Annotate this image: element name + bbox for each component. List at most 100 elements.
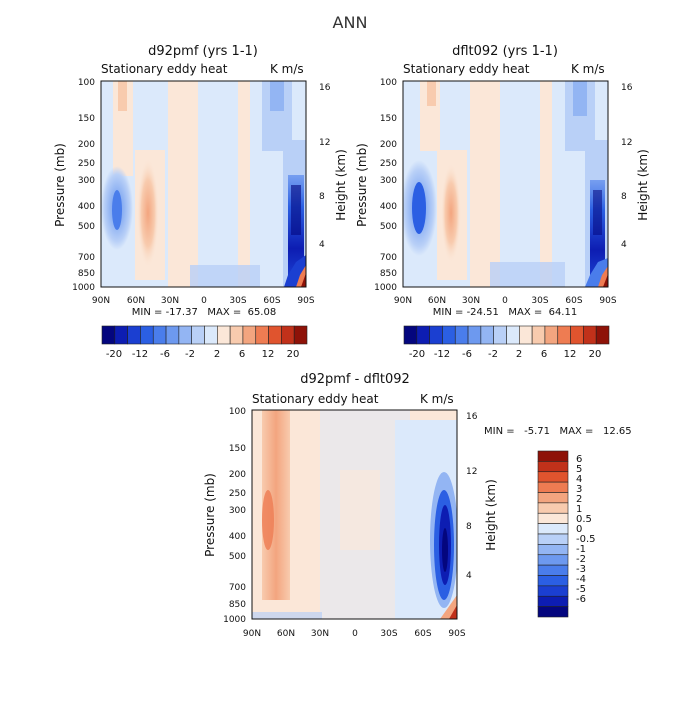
colorbar-label: 1	[576, 504, 582, 515]
x-tick: 90S	[599, 296, 616, 306]
y-tick-right: 4	[621, 240, 627, 250]
panel-3-title: d92pmf - dflt092	[300, 372, 410, 387]
y-tick: 300	[78, 176, 95, 186]
colorbar-label: -6	[576, 594, 586, 605]
panel-1-field	[100, 80, 307, 288]
colorbar-swatch	[493, 325, 507, 345]
colorbar-swatch	[152, 325, 167, 345]
panel-2-colorbar	[403, 325, 610, 345]
x-tick: 60N	[428, 296, 446, 306]
colorbar-swatch	[114, 325, 128, 345]
colorbar-label: -12	[132, 349, 148, 360]
colorbar-label: -2	[185, 349, 195, 360]
x-tick: 90S	[297, 296, 314, 306]
x-tick: 0	[201, 296, 207, 306]
panel-2-subtitle-right: K m/s	[571, 62, 605, 76]
y-axis-label: Pressure (mb)	[203, 473, 217, 557]
colorbar-swatch	[537, 544, 569, 556]
colorbar-swatch	[255, 325, 269, 345]
colorbar-swatch	[178, 325, 192, 345]
y-tick: 250	[78, 159, 95, 169]
x-tick: 30N	[311, 629, 329, 639]
colorbar-swatch	[281, 325, 295, 345]
x-tick: 90N	[243, 629, 261, 639]
y-tick: 100	[380, 78, 397, 88]
colorbar-swatch	[537, 481, 569, 493]
x-tick: 60N	[127, 296, 145, 306]
y-tick: 200	[380, 140, 397, 150]
colorbar-label: 20	[287, 349, 300, 360]
colorbar-swatch	[537, 461, 569, 473]
y-tick: 250	[380, 159, 397, 169]
panel-2-minmax: MIN = -24.51 MAX = 64.11	[433, 307, 577, 318]
panel-1-subtitle-right: K m/s	[270, 62, 304, 76]
panel-1-title: d92pmf (yrs 1-1)	[148, 44, 258, 59]
colorbar-label: 12	[262, 349, 275, 360]
colorbar-swatch	[204, 325, 218, 345]
colorbar-swatch	[229, 325, 244, 345]
colorbar-label: -2	[576, 554, 586, 565]
x-tick: 90N	[92, 296, 110, 306]
x-tick: 0	[502, 296, 508, 306]
colorbar-label: 5	[576, 464, 582, 475]
colorbar-swatch	[544, 325, 559, 345]
y-axis-label: Pressure (mb)	[355, 143, 369, 227]
y-tick-right: 8	[621, 192, 627, 202]
panel-3-minmax: MIN = -5.71 MAX = 12.65	[484, 426, 632, 437]
colorbar-swatch	[403, 325, 418, 345]
panel-1-colorbar	[101, 325, 308, 345]
y-tick-right: 8	[319, 192, 325, 202]
y-tick-right: 12	[319, 138, 330, 148]
panel-difference: d92pmf - dflt092 Stationary eddy heat K …	[203, 372, 632, 639]
x-tick: 90N	[394, 296, 412, 306]
colorbar-label: 0.5	[576, 514, 592, 525]
colorbar-swatch	[506, 325, 520, 345]
colorbar-swatch	[480, 325, 494, 345]
y-tick-right: 12	[466, 467, 477, 477]
panel-3-subtitle-right: K m/s	[420, 392, 454, 406]
y-tick: 150	[78, 114, 95, 124]
colorbar-label: -2	[488, 349, 498, 360]
figure-title: ANN	[333, 13, 368, 32]
y-tick: 200	[78, 140, 95, 150]
colorbar-label: -20	[106, 349, 122, 360]
colorbar-label: -20	[409, 349, 425, 360]
colorbar-label: 6	[239, 349, 245, 360]
y-axis-label: Pressure (mb)	[53, 143, 67, 227]
y-tick: 250	[229, 489, 246, 499]
panel-2-title: dflt092 (yrs 1-1)	[452, 44, 558, 59]
colorbar-label: -1	[576, 544, 586, 555]
panel-1-subtitle-left: Stationary eddy heat	[101, 62, 228, 76]
colorbar-swatch	[537, 606, 569, 618]
y-tick: 1000	[223, 615, 246, 625]
colorbar-label: 2	[214, 349, 220, 360]
y-tick: 500	[229, 552, 246, 562]
y-tick-right: 16	[466, 412, 478, 422]
colorbar-label: 2	[576, 494, 582, 505]
colorbar-label: -0.5	[576, 534, 596, 545]
y-tick: 150	[380, 114, 397, 124]
y-axis-label-right: Height (km)	[334, 149, 348, 220]
colorbar-swatch	[537, 450, 569, 462]
y-tick: 850	[229, 600, 246, 610]
colorbar-label: 4	[576, 474, 582, 485]
colorbar-swatch	[165, 325, 180, 345]
y-tick: 400	[380, 202, 397, 212]
colorbar-swatch	[242, 325, 257, 345]
panel-3-field	[251, 409, 458, 620]
y-tick: 300	[229, 506, 246, 516]
y-tick: 1000	[374, 283, 397, 293]
colorbar-label: 6	[576, 454, 582, 465]
x-tick: 30N	[161, 296, 179, 306]
y-tick: 400	[229, 532, 246, 542]
y-tick: 700	[78, 253, 95, 263]
x-tick: 90S	[448, 629, 465, 639]
y-tick: 400	[78, 202, 95, 212]
x-tick: 60S	[414, 629, 431, 639]
colorbar-label: 12	[564, 349, 577, 360]
x-tick: 30S	[229, 296, 246, 306]
y-tick: 500	[380, 222, 397, 232]
y-tick-right: 16	[621, 83, 633, 93]
colorbar-swatch	[293, 325, 308, 345]
colorbar-swatch	[537, 575, 569, 587]
